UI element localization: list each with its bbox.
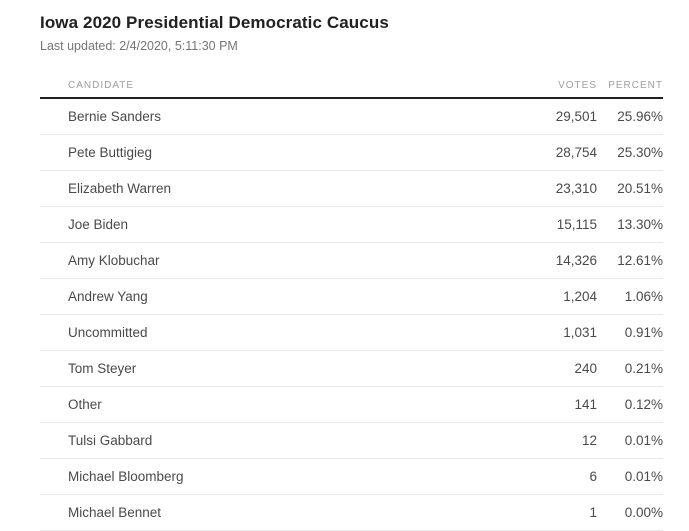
candidate-name: Michael Bennet — [68, 505, 162, 520]
results-widget: Iowa 2020 Presidential Democratic Caucus… — [40, 0, 663, 531]
table-row: Elizabeth Warren 23,310 20.51% — [40, 171, 663, 207]
vote-percent: 0.12% — [624, 397, 663, 412]
vote-count: 240 — [574, 361, 597, 376]
candidate-name: Amy Klobuchar — [68, 253, 160, 268]
last-updated-timestamp: Last updated: 2/4/2020, 5:11:30 PM — [40, 39, 238, 53]
vote-count: 1,204 — [563, 289, 597, 304]
vote-percent: 0.91% — [624, 325, 663, 340]
table-row: Tom Steyer 240 0.21% — [40, 351, 663, 387]
candidate-name: Uncommitted — [68, 325, 148, 340]
candidate-name: Michael Bloomberg — [68, 469, 184, 484]
vote-percent: 12.61% — [617, 253, 663, 268]
vote-count: 1 — [589, 505, 597, 520]
table-body: Bernie Sanders 29,501 25.96% Pete Buttig… — [40, 99, 663, 531]
vote-percent: 13.30% — [617, 217, 663, 232]
page-title: Iowa 2020 Presidential Democratic Caucus — [40, 13, 389, 32]
candidate-name: Pete Buttigieg — [68, 145, 153, 160]
vote-percent: 1.06% — [624, 289, 663, 304]
candidate-name: Elizabeth Warren — [68, 181, 172, 196]
table-row: Michael Bennet 1 0.00% — [40, 495, 663, 531]
vote-percent: 0.01% — [624, 469, 663, 484]
vote-percent: 0.01% — [624, 433, 663, 448]
candidate-name: Tom Steyer — [68, 361, 137, 376]
column-header-candidate: CANDIDATE — [68, 80, 135, 91]
table-row: Joe Biden 15,115 13.30% — [40, 207, 663, 243]
vote-count: 12 — [581, 433, 597, 448]
candidate-name: Tulsi Gabbard — [68, 433, 153, 448]
vote-percent: 25.96% — [617, 109, 663, 124]
vote-percent: 25.30% — [617, 145, 663, 160]
table-header-row: CANDIDATE VOTES PERCENT — [40, 78, 663, 99]
table-row: Pete Buttigieg 28,754 25.30% — [40, 135, 663, 171]
vote-count: 141 — [574, 397, 597, 412]
vote-count: 6 — [589, 469, 597, 484]
vote-percent: 0.21% — [624, 361, 663, 376]
table-row: Andrew Yang 1,204 1.06% — [40, 279, 663, 315]
table-row: Bernie Sanders 29,501 25.96% — [40, 99, 663, 135]
candidate-name: Joe Biden — [68, 217, 129, 232]
table-row: Amy Klobuchar 14,326 12.61% — [40, 243, 663, 279]
vote-count: 29,501 — [555, 109, 597, 124]
column-header-percent: PERCENT — [608, 80, 663, 91]
table-row: Tulsi Gabbard 12 0.01% — [40, 423, 663, 459]
vote-percent: 20.51% — [617, 181, 663, 196]
vote-percent: 0.00% — [624, 505, 663, 520]
vote-count: 14,326 — [555, 253, 597, 268]
candidate-name: Andrew Yang — [68, 289, 148, 304]
table-row: Uncommitted 1,031 0.91% — [40, 315, 663, 351]
results-table: CANDIDATE VOTES PERCENT Bernie Sanders 2… — [40, 78, 663, 531]
vote-count: 1,031 — [563, 325, 597, 340]
candidate-name: Bernie Sanders — [68, 109, 162, 124]
vote-count: 23,310 — [555, 181, 597, 196]
column-header-votes: VOTES — [558, 80, 597, 91]
candidate-name: Other — [68, 397, 102, 412]
vote-count: 15,115 — [556, 217, 597, 232]
table-row: Michael Bloomberg 6 0.01% — [40, 459, 663, 495]
table-row: Other 141 0.12% — [40, 387, 663, 423]
vote-count: 28,754 — [555, 145, 597, 160]
